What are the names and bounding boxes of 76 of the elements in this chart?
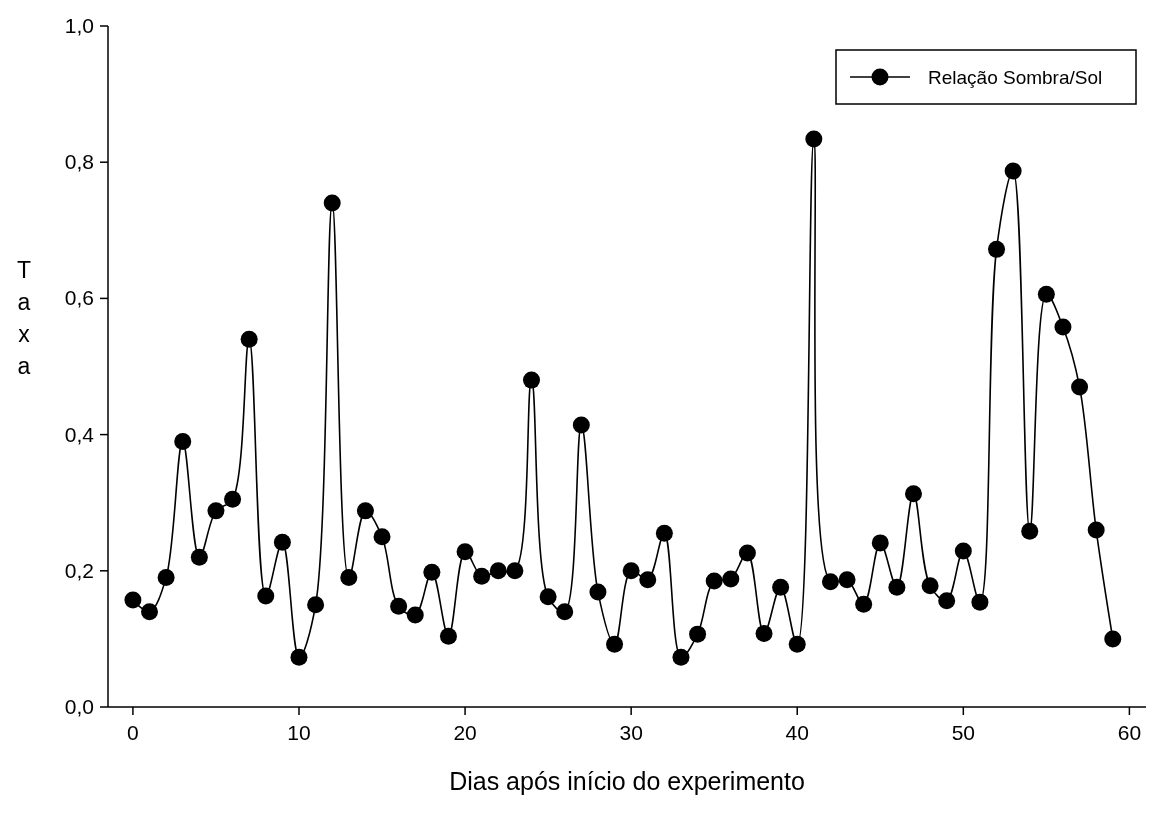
x-tick-label: 0 — [127, 721, 139, 744]
y-tick-label: 0,0 — [64, 695, 94, 718]
point — [473, 567, 491, 585]
point — [1054, 318, 1072, 336]
point — [174, 432, 192, 450]
point — [871, 534, 889, 552]
y-axis-title: Taxa — [16, 257, 32, 379]
point — [938, 592, 956, 610]
point — [373, 528, 391, 546]
y-tick-label: 1,0 — [64, 14, 94, 37]
point — [655, 524, 673, 542]
point — [971, 593, 989, 611]
point — [489, 562, 507, 580]
point — [224, 490, 242, 508]
point — [1021, 522, 1039, 540]
point — [689, 625, 707, 643]
point — [290, 648, 308, 666]
point — [506, 562, 524, 580]
point — [323, 194, 341, 212]
point — [755, 624, 773, 642]
point — [340, 569, 358, 587]
point — [190, 548, 208, 566]
point — [273, 533, 291, 551]
point — [639, 571, 657, 589]
point — [622, 562, 640, 580]
point — [207, 502, 225, 520]
point — [390, 597, 408, 615]
point — [904, 485, 922, 503]
point — [307, 596, 325, 614]
point — [821, 573, 839, 591]
point — [423, 563, 441, 581]
x-tick-label: 40 — [785, 721, 809, 744]
point — [240, 330, 258, 348]
x-tick-label: 50 — [951, 721, 975, 744]
point — [157, 569, 175, 587]
point — [356, 502, 374, 520]
point — [439, 627, 457, 645]
point — [1004, 162, 1022, 180]
x-tick-label: 30 — [619, 721, 643, 744]
x-tick-label: 20 — [453, 721, 477, 744]
point — [556, 603, 574, 621]
point — [672, 648, 690, 666]
point — [572, 416, 590, 434]
y-tick-label: 0,4 — [64, 422, 95, 446]
point — [589, 583, 607, 601]
point — [805, 130, 823, 148]
point — [1104, 630, 1122, 648]
point — [738, 544, 756, 562]
point — [838, 571, 856, 589]
x-tick-label: 60 — [1117, 721, 1142, 744]
point — [888, 578, 906, 596]
point — [722, 570, 740, 588]
point — [141, 603, 159, 621]
y-tick-label: 0,6 — [64, 286, 94, 310]
x-axis-title: Dias após início do experimento — [449, 767, 805, 795]
point — [1087, 521, 1105, 539]
point — [988, 240, 1006, 258]
point — [705, 572, 723, 590]
point — [772, 578, 790, 596]
legend-label: Relação Sombra/Sol — [928, 67, 1103, 88]
point — [855, 595, 873, 613]
point — [1037, 285, 1055, 303]
y-tick-label: 0,2 — [64, 558, 94, 582]
x-tick-label: 10 — [287, 721, 311, 744]
y-tick-label: 0,8 — [64, 150, 94, 174]
point — [406, 606, 424, 624]
point — [124, 591, 142, 609]
point — [606, 635, 624, 653]
point — [1071, 378, 1089, 396]
point — [788, 635, 806, 653]
point — [523, 371, 540, 389]
point — [456, 543, 474, 561]
point — [954, 542, 972, 560]
point — [257, 587, 275, 605]
point — [921, 577, 939, 595]
point — [539, 588, 557, 606]
